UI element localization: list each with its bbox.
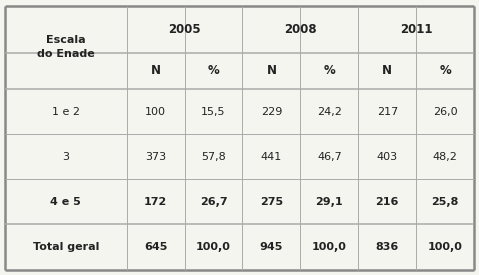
- Text: 100,0: 100,0: [312, 242, 347, 252]
- Text: 216: 216: [376, 197, 399, 207]
- Text: 275: 275: [260, 197, 283, 207]
- Text: Total geral: Total geral: [33, 242, 99, 252]
- Text: %: %: [207, 64, 219, 78]
- Text: 2011: 2011: [400, 23, 433, 35]
- Text: 403: 403: [377, 152, 398, 162]
- Text: 172: 172: [144, 197, 167, 207]
- Text: 100: 100: [145, 107, 166, 117]
- Text: 945: 945: [260, 242, 283, 252]
- Text: 29,1: 29,1: [316, 197, 343, 207]
- Text: N: N: [266, 64, 276, 78]
- Text: 26,0: 26,0: [433, 107, 457, 117]
- Text: N: N: [150, 64, 160, 78]
- Text: 1 e 2: 1 e 2: [52, 107, 80, 117]
- Text: %: %: [439, 64, 451, 78]
- Text: 100,0: 100,0: [196, 242, 231, 252]
- Text: 26,7: 26,7: [200, 197, 228, 207]
- Text: %: %: [323, 64, 335, 78]
- Text: 48,2: 48,2: [433, 152, 457, 162]
- Text: 25,8: 25,8: [432, 197, 459, 207]
- Text: 441: 441: [261, 152, 282, 162]
- Text: N: N: [382, 64, 392, 78]
- Text: 217: 217: [376, 107, 398, 117]
- Text: 46,7: 46,7: [317, 152, 342, 162]
- Text: 24,2: 24,2: [317, 107, 342, 117]
- Text: 645: 645: [144, 242, 167, 252]
- Text: 4 e 5: 4 e 5: [50, 197, 81, 207]
- Text: 229: 229: [261, 107, 282, 117]
- Text: Escala
do Enade: Escala do Enade: [37, 35, 94, 59]
- Text: 15,5: 15,5: [201, 107, 226, 117]
- Text: 3: 3: [62, 152, 69, 162]
- Text: 57,8: 57,8: [201, 152, 226, 162]
- Text: 836: 836: [376, 242, 399, 252]
- Text: 373: 373: [145, 152, 166, 162]
- Text: 2008: 2008: [284, 23, 317, 35]
- Text: 2005: 2005: [168, 23, 201, 35]
- Text: 100,0: 100,0: [428, 242, 463, 252]
